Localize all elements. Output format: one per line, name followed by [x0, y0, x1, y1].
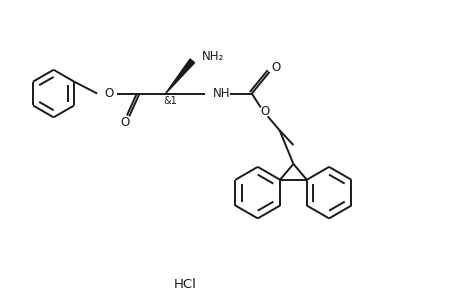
Polygon shape — [166, 59, 195, 94]
Text: O: O — [271, 61, 280, 74]
Text: NH: NH — [213, 87, 231, 100]
Text: O: O — [260, 105, 269, 118]
Text: NH₂: NH₂ — [202, 51, 224, 63]
Text: O: O — [104, 87, 114, 100]
Text: &1: &1 — [164, 96, 177, 107]
Text: O: O — [120, 116, 130, 129]
Text: HCl: HCl — [174, 278, 197, 291]
